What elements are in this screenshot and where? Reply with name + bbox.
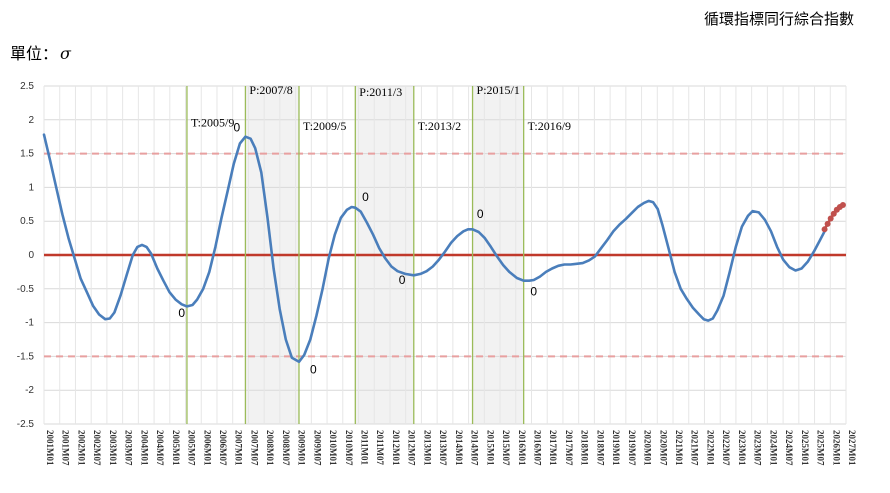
y-tick-label: 1.5 xyxy=(20,149,34,160)
data-label-2: 0 xyxy=(310,362,317,376)
x-tick-label: 2014M01 xyxy=(454,430,464,466)
x-tick-label: 2001M01 xyxy=(45,430,55,466)
x-tick-label: 2009M01 xyxy=(297,430,307,466)
x-tick-label: 2013M07 xyxy=(438,430,448,466)
x-tick-label: 2002M07 xyxy=(92,430,102,466)
x-tick-label: 2009M07 xyxy=(312,430,322,466)
x-tick-label: 2020M01 xyxy=(643,430,653,466)
x-tick-label: 2003M01 xyxy=(108,430,118,466)
x-tick-label: 2011M07 xyxy=(375,430,385,465)
x-tick-label: 2024M01 xyxy=(768,430,778,466)
x-tick-label: 2017M01 xyxy=(548,430,558,466)
x-tick-label: 2004M07 xyxy=(155,430,165,466)
y-tick-label: 0 xyxy=(28,250,34,261)
x-tick-label: 2018M01 xyxy=(580,430,590,466)
x-tick-label: 2016M01 xyxy=(517,430,527,466)
y-tick-label: -2 xyxy=(25,385,34,396)
x-tick-label: 2005M01 xyxy=(171,430,181,466)
x-tick-label: 2007M07 xyxy=(249,430,259,466)
x-tick-label: 2021M01 xyxy=(674,430,684,466)
turning-point-label: T:2005/9 xyxy=(191,116,234,130)
y-tick-label: -0.5 xyxy=(17,284,35,295)
series-point-2 xyxy=(827,215,834,222)
x-tick-label: 2012M07 xyxy=(407,430,417,466)
x-tick-label: 2006M01 xyxy=(202,430,212,466)
x-tick-label: 2012M01 xyxy=(391,430,401,466)
x-tick-label: 2003M07 xyxy=(124,430,134,466)
series-point-1 xyxy=(824,220,831,227)
turning-point-label: T:2009/5 xyxy=(303,119,346,133)
sigma-symbol: σ xyxy=(60,44,71,63)
x-tick-label: 2014M07 xyxy=(470,430,480,466)
unit-label: 單位： σ xyxy=(10,40,71,64)
x-tick-label: 2002M01 xyxy=(76,430,86,466)
unit-prefix: 單位： xyxy=(10,44,59,63)
x-tick-label: 2001M07 xyxy=(61,430,71,466)
x-tick-label: 2011M01 xyxy=(360,430,370,465)
x-tick-label: 2025M01 xyxy=(800,430,810,466)
x-tick-label: 2025M07 xyxy=(816,430,826,466)
data-label-6: 0 xyxy=(530,285,537,299)
y-tick-label: 2 xyxy=(28,115,34,126)
x-tick-label: 2016M07 xyxy=(532,430,542,466)
y-tick-label: 0.5 xyxy=(20,216,34,227)
x-tick-label: 2026M01 xyxy=(831,430,841,466)
y-tick-label: -2.5 xyxy=(17,419,35,430)
x-tick-label: 2022M07 xyxy=(721,430,731,466)
turning-point-label: P:2007/8 xyxy=(249,83,292,97)
x-tick-label: 2024M07 xyxy=(784,430,794,466)
x-tick-label: 2023M07 xyxy=(753,430,763,466)
series-point-6 xyxy=(839,201,846,208)
data-label-0: 0 xyxy=(178,306,185,320)
x-tick-label: 2004M01 xyxy=(139,430,149,466)
chart-title: 循環指標同行綜合指數 xyxy=(703,10,854,28)
data-label-4: 0 xyxy=(399,273,406,287)
x-tick-label: 2010M07 xyxy=(344,430,354,466)
y-tick-label: -1.5 xyxy=(17,351,35,362)
y-tick-label: 1 xyxy=(28,182,34,193)
turning-point-label: T:2013/2 xyxy=(418,119,461,133)
series-line-0 xyxy=(42,133,826,364)
x-tick-label: 2019M01 xyxy=(611,430,621,466)
data-label-3: 0 xyxy=(362,190,369,204)
turning-point-label: T:2016/9 xyxy=(528,119,571,133)
y-tick-label: 2.5 xyxy=(20,81,34,92)
turning-point-label: P:2011/3 xyxy=(359,85,402,99)
x-tick-label: 2015M07 xyxy=(501,430,511,466)
series-point-0 xyxy=(821,226,828,233)
data-label-1: 0 xyxy=(234,120,241,134)
data-label-5: 0 xyxy=(477,207,484,221)
x-tick-label: 2021M07 xyxy=(690,430,700,466)
x-tick-label: 2015M01 xyxy=(485,430,495,466)
x-tick-label: 2023M01 xyxy=(737,430,747,466)
x-tick-label: 2007M01 xyxy=(234,430,244,466)
x-tick-label: 2010M01 xyxy=(328,430,338,466)
turning-point-label: P:2015/1 xyxy=(477,83,520,97)
x-tick-label: 2022M01 xyxy=(705,430,715,466)
x-tick-label: 2019M07 xyxy=(627,430,637,466)
x-tick-label: 2013M01 xyxy=(422,430,432,466)
x-tick-label: 2020M07 xyxy=(658,430,668,466)
x-tick-label: 2018M07 xyxy=(595,430,605,466)
x-tick-label: 2017M07 xyxy=(564,430,574,466)
x-tick-label: 2006M07 xyxy=(218,430,228,466)
y-tick-label: -1 xyxy=(25,318,34,329)
x-tick-label: 2027M01 xyxy=(847,430,857,466)
x-tick-label: 2008M01 xyxy=(265,430,275,466)
x-tick-label: 2005M07 xyxy=(187,430,197,466)
x-tick-label: 2008M07 xyxy=(281,430,291,466)
